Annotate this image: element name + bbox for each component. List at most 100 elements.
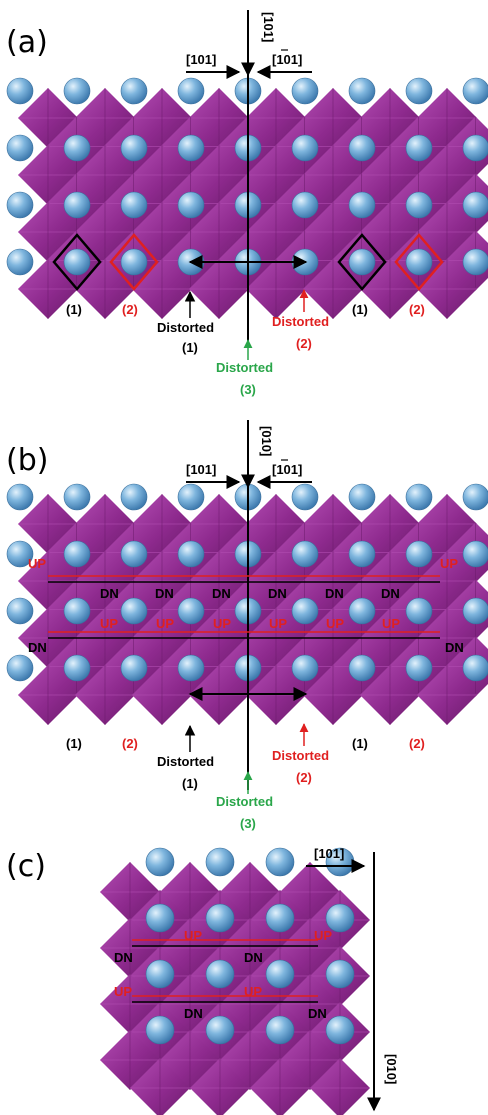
distorted-1-b: Distorted [157,754,214,769]
a-site-atom [291,191,319,219]
a-site-atom [6,248,34,276]
a-site-atom [120,134,148,162]
a-site-atom [405,597,433,625]
a-site-atom [291,597,319,625]
a-site-atom [145,903,175,933]
up-label-c-4: UP [244,984,262,999]
a-site-atom [6,191,34,219]
right-direction-a: [101] [272,49,302,67]
octahedron [417,665,477,725]
a-site-atom [145,847,175,877]
up-label-b-1: UP [28,556,46,571]
panel-b: (b) [010] [101] [101] UP UP DN DN DN DN … [6,420,488,831]
dn-label-c-1: DN [114,950,133,965]
up-label-c-3: UP [114,984,132,999]
a-site-atom [6,483,34,511]
site-box-2-right [394,233,444,291]
a-site-atom [348,134,376,162]
a-site-atom [348,654,376,682]
octahedron [18,665,78,725]
a-site-atom [177,77,205,105]
a-site-atom [120,597,148,625]
a-site-atom [462,540,488,568]
svg-text:[101]: [101] [272,52,302,67]
a-site-atom [63,134,91,162]
dn-label-b-4: DN [268,586,287,601]
side-direction-c: [010] [384,1054,399,1084]
a-site-atom [405,77,433,105]
distorted-1-num-a: (1) [182,340,198,355]
dn-label-c-3: DN [184,1006,203,1021]
site-box-2-left [109,233,159,291]
a-site-atom [462,248,488,276]
site-label-1-right: (1) [352,302,368,317]
top-direction-c: [101] [314,846,344,861]
up-label-b-7: UP [326,616,344,631]
dn-label-b-2: DN [155,586,174,601]
a-site-atom [265,903,295,933]
a-site-atom [6,597,34,625]
panel-a: (a) [101] [101] [101] (1) (2) (1) (2) Di… [6,10,488,397]
a-site-atom [462,654,488,682]
distorted-1-num-b: (1) [182,776,198,791]
octahedron [310,1058,370,1115]
a-site-atom [405,540,433,568]
left-direction-b: [101] [186,462,216,477]
a-site-atom [265,1015,295,1045]
octahedron [189,259,249,319]
distorted-3-num-b: (3) [240,816,256,831]
a-site-atom [348,248,376,276]
a-site-atom [291,134,319,162]
a-site-atom [325,903,355,933]
panel-b-lattice [6,483,488,725]
a-site-atom [205,1015,235,1045]
a-site-atom [291,77,319,105]
site-label-2-left-b: (2) [122,736,138,751]
panel-b-label: (b) [6,443,48,478]
distorted-2-num-a: (2) [296,336,312,351]
a-site-atom [348,540,376,568]
a-site-atom [63,191,91,219]
dn-label-b-7: DN [28,640,47,655]
a-site-atom [325,1015,355,1045]
panel-c-label: (c) [6,849,46,884]
a-site-atom [462,597,488,625]
a-site-atom [177,540,205,568]
a-site-atom [63,654,91,682]
a-site-atom [177,191,205,219]
a-site-atom [405,248,433,276]
a-site-atom [63,77,91,105]
a-site-atom [462,191,488,219]
distorted-2-b: Distorted [272,748,329,763]
site-label-2-left: (2) [122,302,138,317]
octahedron [190,1058,250,1115]
up-label-b-6: UP [269,616,287,631]
a-site-atom [63,483,91,511]
distorted-1-a: Distorted [157,320,214,335]
a-site-atom [120,77,148,105]
site-label-2-right: (2) [409,302,425,317]
distorted-3-num-a: (3) [240,382,256,397]
a-site-atom [405,134,433,162]
a-site-atom [120,483,148,511]
site-label-2-right-b: (2) [409,736,425,751]
a-site-atom [205,959,235,989]
dn-label-b-1: DN [100,586,119,601]
a-site-atom [405,483,433,511]
site-label-1-right-b: (1) [352,736,368,751]
dn-label-c-4: DN [308,1006,327,1021]
panel-a-label: (a) [6,25,48,60]
up-label-b-3: UP [100,616,118,631]
site-label-1-left-b: (1) [66,736,82,751]
a-site-atom [205,903,235,933]
a-site-atom [265,847,295,877]
a-site-atom [205,847,235,877]
top-direction-a: [101] [261,12,276,42]
octahedron [132,665,192,725]
distorted-2-a: Distorted [272,314,329,329]
a-site-atom [63,248,91,276]
a-site-atom [63,540,91,568]
left-direction-a: [101] [186,52,216,67]
a-site-atom [462,483,488,511]
